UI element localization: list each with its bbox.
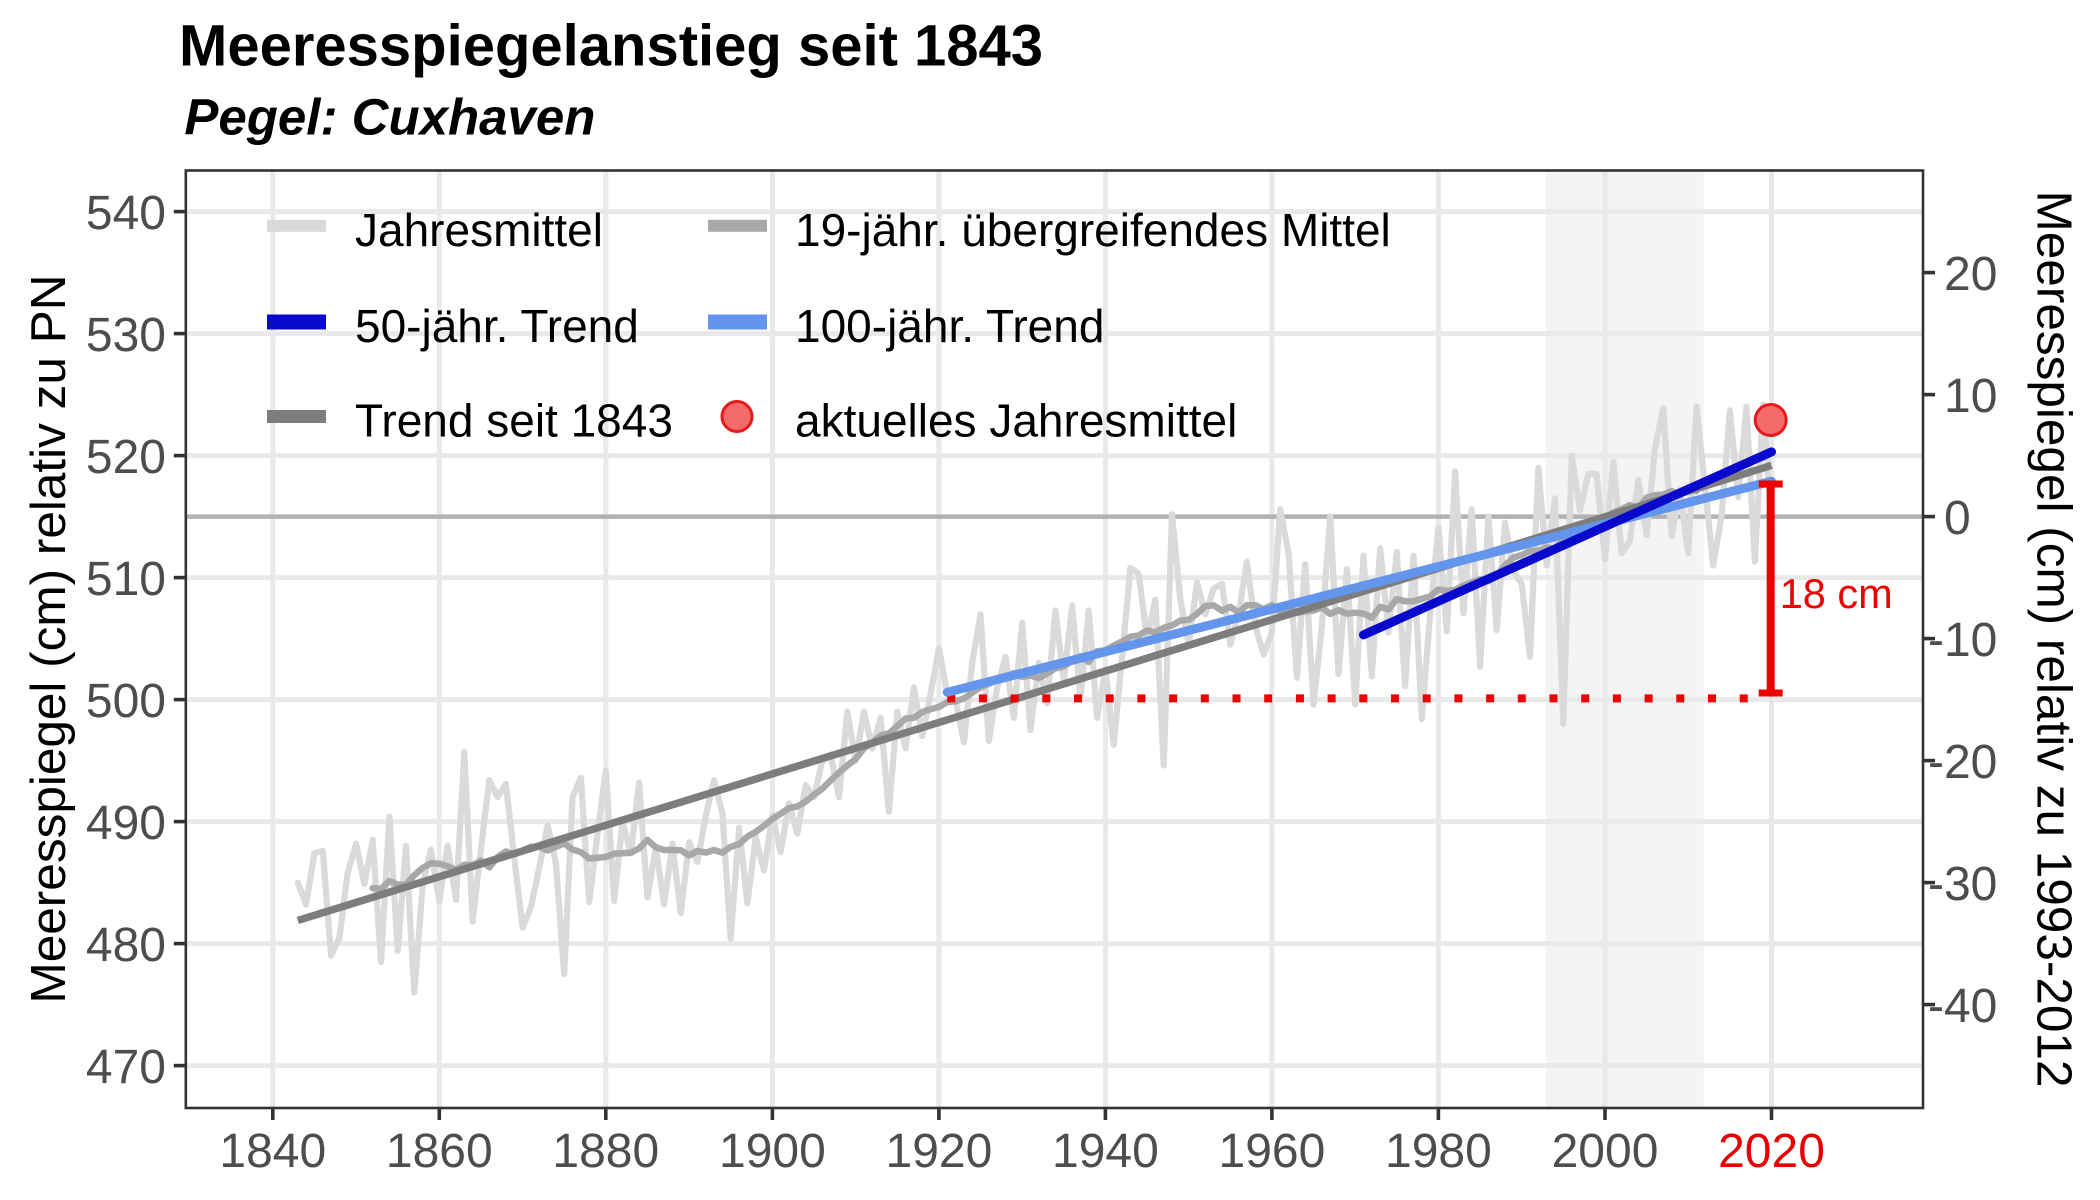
svg-text:-30: -30 [1928, 858, 1997, 911]
svg-text:-40: -40 [1928, 980, 1997, 1033]
svg-text:470: 470 [86, 1041, 166, 1094]
svg-text:2020: 2020 [1718, 1125, 1825, 1178]
svg-text:aktuelles Jahresmittel: aktuelles Jahresmittel [795, 395, 1237, 447]
svg-text:-20: -20 [1928, 736, 1997, 789]
svg-text:1840: 1840 [219, 1125, 326, 1178]
svg-text:530: 530 [86, 309, 166, 362]
svg-text:Trend seit 1843: Trend seit 1843 [355, 395, 673, 447]
svg-text:1880: 1880 [552, 1125, 659, 1178]
svg-text:2000: 2000 [1552, 1125, 1659, 1178]
svg-text:1900: 1900 [719, 1125, 826, 1178]
svg-text:Meeresspiegel (cm) relativ zu: Meeresspiegel (cm) relativ zu 1993-2012 [2027, 191, 2082, 1088]
svg-text:500: 500 [86, 675, 166, 728]
svg-text:540: 540 [86, 187, 166, 240]
svg-text:480: 480 [86, 919, 166, 972]
svg-text:1960: 1960 [1219, 1125, 1326, 1178]
svg-text:490: 490 [86, 797, 166, 850]
svg-text:-10: -10 [1928, 614, 1997, 667]
svg-text:50-jähr. Trend: 50-jähr. Trend [355, 300, 639, 352]
svg-text:Pegel: Cuxhaven: Pegel: Cuxhaven [184, 89, 595, 146]
svg-text:0: 0 [1944, 492, 1971, 545]
svg-text:1860: 1860 [386, 1125, 493, 1178]
svg-text:18 cm: 18 cm [1780, 570, 1893, 617]
svg-text:19-jähr. übergreifendes Mittel: 19-jähr. übergreifendes Mittel [795, 204, 1391, 256]
svg-text:Meeresspiegel (cm) relativ zu: Meeresspiegel (cm) relativ zu PN [21, 275, 76, 1004]
svg-text:Meeresspiegelanstieg seit 1843: Meeresspiegelanstieg seit 1843 [179, 14, 1043, 79]
svg-text:1980: 1980 [1385, 1125, 1492, 1178]
svg-text:100-jähr. Trend: 100-jähr. Trend [795, 300, 1104, 352]
svg-text:520: 520 [86, 431, 166, 484]
svg-text:Jahresmittel: Jahresmittel [355, 204, 603, 256]
svg-text:20: 20 [1944, 248, 1997, 301]
svg-text:1920: 1920 [886, 1125, 993, 1178]
svg-text:1940: 1940 [1052, 1125, 1159, 1178]
svg-text:510: 510 [86, 553, 166, 606]
svg-text:10: 10 [1944, 370, 1997, 423]
